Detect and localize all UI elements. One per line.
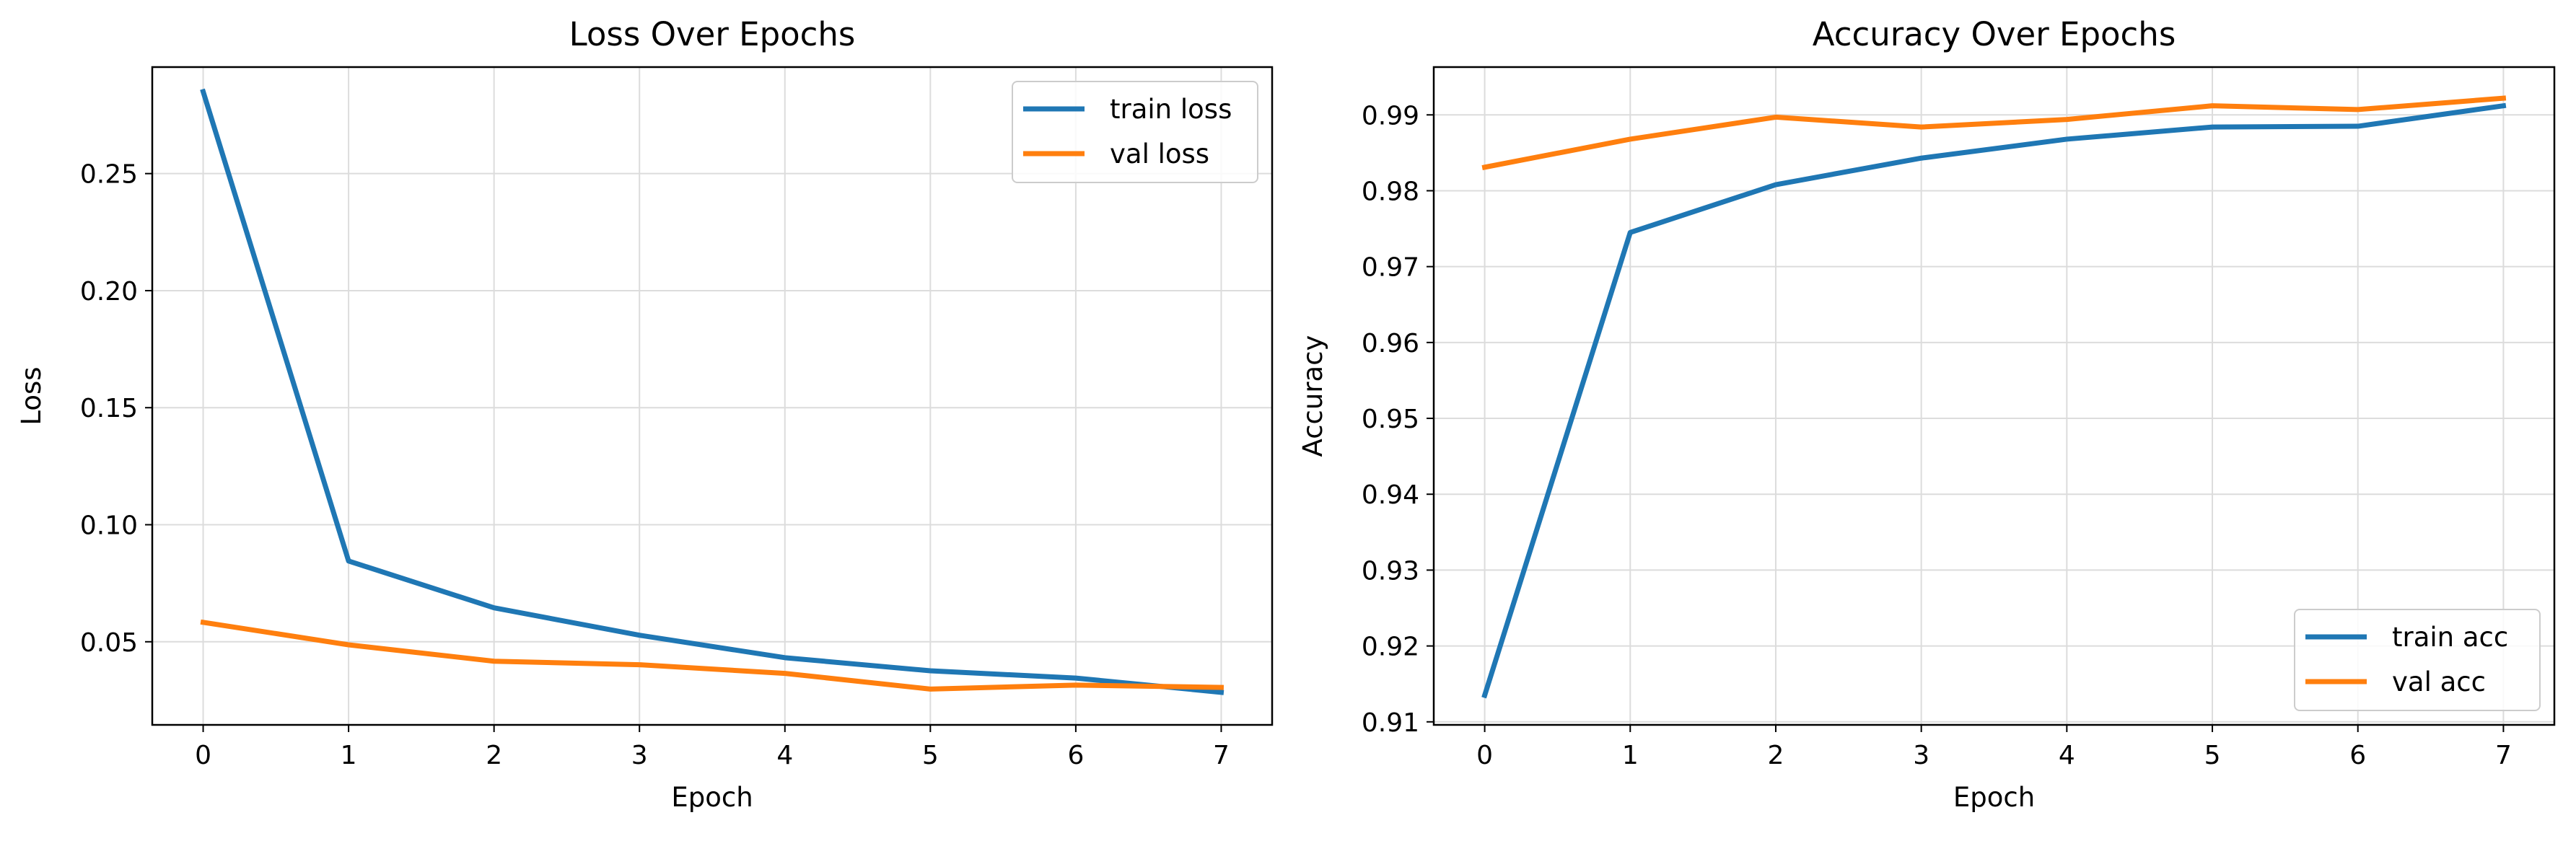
- y-tick-label: 0.96: [1362, 329, 1419, 358]
- y-tick-label: 0.92: [1362, 633, 1419, 662]
- y-tick-label: 0.25: [80, 160, 138, 190]
- gridlines: [1434, 67, 2554, 725]
- series-line-train-acc: [1481, 102, 2507, 699]
- y-tick-label: 0.05: [80, 628, 138, 658]
- x-tick-label: 2: [486, 741, 502, 770]
- x-tick-label: 4: [776, 741, 793, 770]
- y-tick-label: 0.99: [1362, 101, 1419, 131]
- legend-label: train acc: [2392, 622, 2508, 653]
- x-tick-label: 3: [1913, 741, 1929, 770]
- x-tick-label: 5: [2204, 741, 2221, 770]
- series-line-val-loss: [200, 619, 1225, 692]
- x-tick-label: 5: [922, 741, 939, 770]
- y-tick-label: 0.10: [80, 511, 138, 541]
- y-tick-label: 0.97: [1362, 253, 1419, 283]
- axes-frame: [1432, 66, 2556, 726]
- y-tick-label: 0.91: [1362, 708, 1419, 738]
- axes-frame: [151, 66, 1274, 726]
- chart-panel-1: 0 1 2 3 4 5 6 7 0.91 0.92 0.93 0.94 0.95 0.96 0.97 0.98…: [1297, 15, 2556, 813]
- y-tick-label: 0.20: [80, 277, 138, 307]
- x-tick-label: 1: [341, 741, 357, 770]
- x-tick-label: 4: [2059, 741, 2075, 770]
- x-tick-label: 7: [1213, 741, 1230, 770]
- x-tick-label: 6: [2349, 741, 2366, 770]
- series-line-train-loss: [200, 88, 1225, 695]
- x-axis-label: Epoch: [671, 782, 753, 813]
- x-tick-label: 1: [1622, 741, 1639, 770]
- legend-label: train loss: [1110, 94, 1232, 125]
- x-tick-label: 2: [1768, 741, 1784, 770]
- y-axis-label: Accuracy: [1297, 335, 1328, 457]
- series-line-val-acc: [1481, 95, 2507, 170]
- x-tick-label: 0: [1476, 741, 1493, 770]
- y-tick-label: 0.94: [1362, 480, 1419, 510]
- x-axis-label: Epoch: [1953, 782, 2035, 813]
- x-tick-label: 6: [1067, 741, 1084, 770]
- y-tick-label: 0.15: [80, 394, 138, 423]
- legend-label: val acc: [2392, 666, 2486, 697]
- chart-title: Accuracy Over Epochs: [1813, 15, 2176, 53]
- y-tick-label: 0.98: [1362, 177, 1419, 206]
- chart-panel-0: 0 1 2 3 4 5 6 7 0.05 0.10 0.15 0.20 0.25 Loss Over Ep…: [16, 15, 1274, 813]
- x-tick-label: 0: [195, 741, 211, 770]
- chart-title: Loss Over Epochs: [569, 15, 856, 53]
- x-tick-label: 7: [2495, 741, 2512, 770]
- legend: train loss val loss: [1012, 81, 1258, 183]
- x-tick-label: 3: [631, 741, 648, 770]
- legend: train acc val acc: [2294, 609, 2541, 711]
- y-tick-label: 0.93: [1362, 556, 1419, 586]
- y-axis-label: Loss: [16, 366, 47, 425]
- y-tick-label: 0.95: [1362, 405, 1419, 434]
- legend-label: val loss: [1110, 138, 1209, 169]
